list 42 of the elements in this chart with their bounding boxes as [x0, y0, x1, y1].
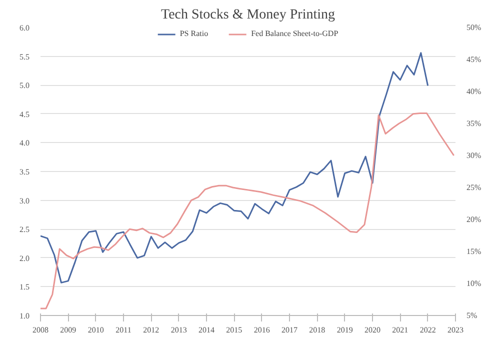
legend-label: PS Ratio — [180, 29, 208, 38]
y2-tick-label: 20% — [466, 215, 482, 224]
x-tick-label: 2018 — [309, 326, 326, 334]
x-tick-label: 2011 — [116, 326, 132, 334]
x-tick-label: 2021 — [392, 326, 408, 334]
y2-tick-label: 35% — [466, 119, 482, 128]
y2-tick-label: 5% — [466, 311, 478, 320]
y-tick-label: 2.0 — [20, 254, 30, 263]
x-tick-label: 2009 — [60, 326, 76, 334]
y-tick-label: 3.5 — [20, 168, 30, 176]
x-tick-label: 2014 — [198, 326, 214, 334]
y-tick-label: 5.0 — [20, 81, 30, 90]
y-tick-label: 1.0 — [20, 312, 30, 320]
x-tick-label: 2015 — [226, 326, 242, 334]
x-tick-label: 2019 — [336, 326, 353, 334]
x-tick-label: 2022 — [420, 326, 436, 334]
x-tick-label: 2017 — [282, 326, 298, 334]
line-series — [40, 52, 429, 284]
y2-tick-label: 15% — [466, 247, 482, 256]
y2-tick-label: 45% — [466, 55, 482, 64]
y-tick-label: 4.0 — [20, 138, 30, 148]
y2-tick-label: 50% — [466, 23, 482, 32]
x-tick-label: 2020 — [364, 326, 380, 334]
x-tick-label: 2010 — [88, 326, 104, 334]
y-tick-label: 2.5 — [20, 225, 30, 234]
y2-tick-label: 25% — [466, 183, 482, 192]
y2-tick-label: 30% — [466, 151, 482, 160]
y-tick-label: 4.5 — [20, 110, 30, 119]
legend-label: Fed Balance Sheet-to-GDP — [251, 29, 338, 38]
chart-title: Tech Stocks & Money Printing — [160, 8, 336, 22]
y2-tick-label: 10% — [466, 279, 482, 288]
y2-tick-label: 40% — [466, 87, 482, 96]
y-tick-label: 1.5 — [20, 282, 30, 292]
y-tick-label: 6.0 — [20, 24, 30, 32]
line-series — [40, 112, 455, 310]
x-tick-label: 2008 — [32, 326, 48, 334]
x-tick-label: 2016 — [254, 326, 270, 334]
x-tick-label: 2023 — [448, 326, 464, 334]
x-tick-label: 2013 — [170, 326, 187, 334]
y-tick-label: 3.0 — [20, 196, 30, 206]
x-tick-label: 2012 — [143, 326, 160, 334]
y-tick-label: 5.5 — [20, 52, 30, 62]
